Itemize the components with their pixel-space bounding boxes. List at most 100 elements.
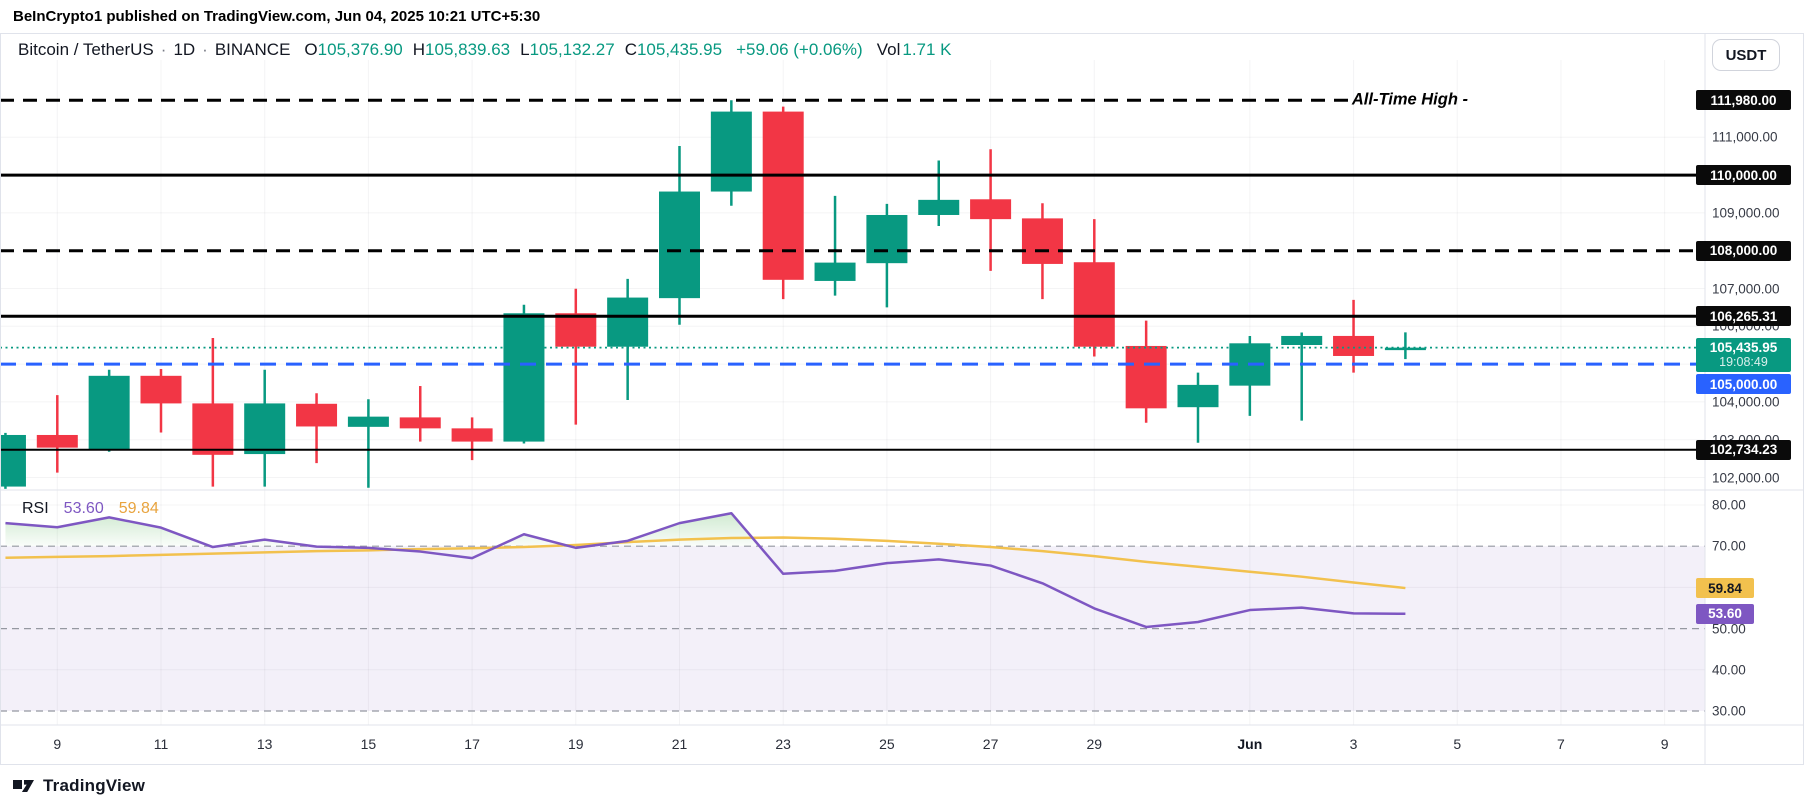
time-axis-label: Jun bbox=[1237, 736, 1263, 752]
interval-label: 1D bbox=[173, 40, 196, 59]
price-badge-dark: 108,000.00 bbox=[1696, 240, 1791, 261]
price-badge-text: 105,000.00 bbox=[1709, 376, 1778, 392]
candle-body bbox=[88, 375, 130, 450]
rsi-badge-purple: 53.60 bbox=[1696, 603, 1754, 624]
candle-body bbox=[347, 416, 389, 427]
rsi-ma-value: 59.84 bbox=[118, 500, 159, 517]
published-line: BeInCrypto1 published on TradingView.com… bbox=[13, 8, 541, 25]
time-axis-label: 21 bbox=[671, 736, 688, 752]
price-badge-text: 108,000.00 bbox=[1709, 243, 1778, 259]
ohlc-value: 105,839.63 bbox=[425, 40, 511, 59]
time-axis-label: 19 bbox=[568, 736, 584, 752]
candle-body bbox=[140, 375, 182, 404]
rsi-title: RSI bbox=[22, 500, 49, 517]
candle-body bbox=[659, 191, 700, 299]
candle-body bbox=[762, 111, 804, 280]
symbol-name: Bitcoin / TetherUS bbox=[18, 40, 154, 59]
volume-label: Vol bbox=[876, 40, 901, 59]
price-axis-label: 111,000.00 bbox=[1712, 129, 1778, 145]
countdown-timer: 19:08:49 bbox=[1719, 355, 1768, 369]
price-badge-dark: 106,265.31 bbox=[1696, 306, 1791, 327]
candle-body bbox=[918, 199, 960, 215]
candles bbox=[0, 100, 1426, 489]
rsi-value: 53.60 bbox=[63, 500, 104, 517]
rsi-overbought-fill bbox=[5, 513, 1406, 547]
ohlc-value: 105,132.27 bbox=[529, 40, 615, 59]
tradingview-logo-icon bbox=[13, 780, 34, 792]
candle-body bbox=[503, 313, 545, 442]
ohlc-letter: C bbox=[624, 40, 637, 59]
rsi-legend: RSI 53.60 59.84 bbox=[22, 500, 159, 518]
candle-body bbox=[866, 214, 908, 264]
price-badge-dark: 110,000.00 bbox=[1696, 165, 1791, 186]
ohlc-letter: H bbox=[412, 40, 426, 59]
candle-body bbox=[244, 403, 286, 455]
ohlc-letter: O bbox=[304, 40, 318, 59]
time-axis-label: 3 bbox=[1349, 736, 1358, 752]
price-badge-text: 111,980.00 bbox=[1710, 92, 1777, 108]
price-badge-text: 105,435.95 bbox=[1709, 340, 1778, 355]
time-axis-label: 17 bbox=[464, 736, 480, 752]
time-axis-label: 11 bbox=[153, 736, 169, 752]
chart-legend: Bitcoin / TetherUS · 1D · BINANCE O105,3… bbox=[18, 40, 952, 60]
rsi-axis-label: 70.00 bbox=[1712, 538, 1746, 554]
time-axis-label: 25 bbox=[879, 736, 895, 752]
price-badge-text: 110,000.00 bbox=[1710, 167, 1777, 183]
legend-separator: · bbox=[160, 40, 167, 59]
candle-body bbox=[296, 403, 338, 427]
candle-body bbox=[607, 297, 649, 347]
rsi-axis-label: 40.00 bbox=[1712, 662, 1746, 678]
price-level-lines bbox=[0, 98, 1705, 451]
exchange-label: BINANCE bbox=[214, 40, 291, 59]
ohlc-letter: L bbox=[520, 40, 530, 59]
candle-body bbox=[36, 434, 78, 448]
price-axis-label: 104,000.00 bbox=[1712, 394, 1780, 410]
candle-body bbox=[970, 199, 1012, 220]
ohlc-value: 105,376.90 bbox=[317, 40, 403, 59]
tradingview-brand-link[interactable]: TradingView bbox=[12, 774, 145, 797]
candle-body bbox=[0, 434, 26, 487]
candle-body bbox=[1125, 345, 1167, 409]
rsi-band bbox=[0, 504, 1705, 712]
price-axis-label: 109,000.00 bbox=[1712, 205, 1780, 221]
rsi-axis-label: 30.00 bbox=[1712, 703, 1746, 719]
price-axis-label: 102,000.00 bbox=[1712, 470, 1780, 485]
time-axis-label: 23 bbox=[775, 736, 791, 752]
time-axis-label: 7 bbox=[1557, 736, 1565, 752]
candle-body bbox=[192, 403, 234, 455]
candle-body bbox=[1073, 262, 1115, 347]
candle-body bbox=[1281, 335, 1323, 346]
price-badge-up: 105,435.95 19:08:49 bbox=[1696, 338, 1791, 372]
rsi-badge-yellow: 59.84 bbox=[1696, 578, 1754, 599]
price-axis-label: 107,000.00 bbox=[1712, 281, 1780, 296]
candle-body bbox=[710, 111, 752, 192]
volume-value: 1.71 K bbox=[902, 40, 952, 59]
rsi-axis-label: 50.00 bbox=[1712, 621, 1746, 637]
candle-body bbox=[451, 428, 493, 442]
candle-body bbox=[1384, 347, 1426, 351]
time-axis-label: 5 bbox=[1453, 736, 1462, 752]
change-value: +59.06 (+0.06%) bbox=[736, 40, 863, 59]
candle-body bbox=[399, 417, 441, 429]
time-axis-label: 9 bbox=[1660, 736, 1669, 752]
all-time-high-label: All-Time High - bbox=[1351, 90, 1468, 109]
rsi-plot bbox=[5, 511, 1406, 629]
rsi-line bbox=[5, 511, 1406, 629]
candle-body bbox=[1021, 218, 1063, 264]
rsi-axis-label: 80.00 bbox=[1712, 497, 1746, 513]
price-badge-text: 102,734.23 bbox=[1709, 442, 1778, 458]
rsi-ma-line bbox=[5, 536, 1406, 590]
price-badge-blue: 105,000.00 bbox=[1696, 374, 1791, 394]
price-badge-dark: 102,734.23 bbox=[1696, 439, 1791, 460]
time-axis-label: 29 bbox=[1086, 736, 1103, 752]
candle-body bbox=[814, 262, 856, 281]
tradingview-brand-text: TradingView bbox=[43, 775, 146, 795]
candle-body bbox=[1177, 384, 1219, 408]
gridlines bbox=[0, 60, 1705, 725]
candle-body bbox=[1333, 335, 1375, 356]
currency-toggle-button[interactable]: USDT bbox=[1712, 39, 1780, 71]
time-axis-label: 15 bbox=[360, 736, 377, 752]
time-axis-label: 9 bbox=[53, 736, 62, 752]
